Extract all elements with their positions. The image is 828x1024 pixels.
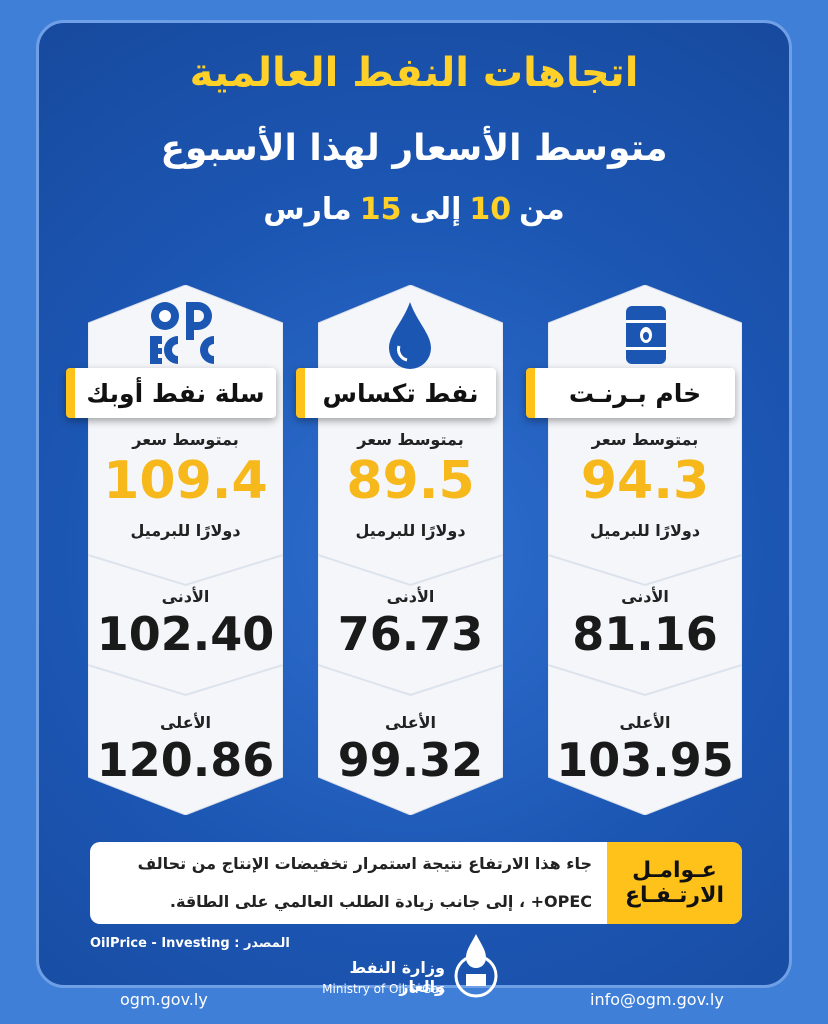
avg-label: بمتوسط سعر: [132, 430, 239, 449]
barrel-icon: [626, 306, 666, 364]
factors-line: جاء هذا الارتفاع نتيجة استمرار تخفيضات ا…: [137, 854, 592, 873]
card-divider: [88, 664, 283, 697]
factors-label-line: عـوامـل: [632, 858, 717, 883]
card-divider: [548, 664, 742, 697]
drop-icon: [389, 302, 431, 369]
factors-label: عـوامـل الارتـفـاع: [607, 842, 742, 924]
low-label: الأدنى: [386, 587, 435, 606]
period-part: 10: [469, 192, 512, 227]
ministry-logo: [454, 934, 498, 998]
email: info@ogm.gov.ly: [590, 990, 724, 1009]
card-divider: [318, 554, 503, 587]
price-card: خام بـرنـت بمتوسط سعر 94.3 دولارًا للبرميل ا…: [526, 285, 742, 815]
low-value: 81.16: [572, 607, 718, 661]
factors-label-line: الارتـفـاع: [625, 883, 725, 908]
avg-value: 109.4: [103, 451, 268, 511]
opec-icon: [150, 302, 214, 364]
ministry-en: Ministry of Oil & Gas: [322, 982, 445, 996]
unit: دولارًا للبرميل: [589, 521, 701, 540]
period-part: مارس: [263, 192, 352, 227]
high-value: 103.95: [556, 733, 734, 787]
card-divider: [88, 554, 283, 587]
period-part: إلى: [409, 192, 462, 227]
ministry-ar: وزارة النفط والغاز: [349, 958, 445, 996]
avg-label: بمتوسط سعر: [357, 430, 464, 449]
low-label: الأدنى: [161, 587, 210, 606]
card-name: سلة نفط أوبك: [66, 368, 276, 418]
unit: دولارًا للبرميل: [130, 521, 241, 540]
factors-line: OPEC+ ، إلى جانب زيادة الطلب العالمي على…: [169, 892, 592, 911]
price-card: نفط تكساس بمتوسط سعر 89.5 دولارًا للبرميل ال…: [296, 285, 503, 815]
low-value: 102.40: [96, 607, 275, 661]
high-label: الأعلى: [159, 713, 212, 732]
price-card: سلة نفط أوبك بمتوسط سعر 109.4 دولارًا للبرم…: [66, 285, 283, 815]
card-divider: [318, 664, 503, 697]
source: المصدر : OilPrice - Investing: [90, 936, 290, 951]
low-value: 76.73: [337, 607, 484, 661]
unit: دولارًا للبرميل: [355, 521, 466, 540]
high-value: 99.32: [337, 733, 484, 787]
period: من10إلى15مارس: [0, 192, 828, 227]
factors-box: عـوامـل الارتـفـاع جاء هذا الارتفاع نتيج…: [90, 842, 742, 924]
low-label: الأدنى: [621, 587, 669, 606]
high-value: 120.86: [96, 733, 275, 787]
period-part: 15: [359, 192, 402, 227]
card-divider: [548, 554, 742, 587]
avg-value: 94.3: [580, 451, 710, 511]
card-name: خام بـرنـت: [526, 368, 735, 418]
high-label: الأعلى: [384, 713, 437, 732]
subtitle: متوسط الأسعار لهذا الأسبوع: [160, 128, 668, 169]
website: ogm.gov.ly: [120, 990, 208, 1009]
high-label: الأعلى: [619, 713, 671, 732]
avg-value: 89.5: [346, 451, 475, 511]
card-name: نفط تكساس: [296, 368, 496, 418]
title: اتجاهات النفط العالمية: [189, 50, 639, 96]
avg-label: بمتوسط سعر: [591, 430, 699, 449]
period-part: من: [519, 192, 565, 227]
